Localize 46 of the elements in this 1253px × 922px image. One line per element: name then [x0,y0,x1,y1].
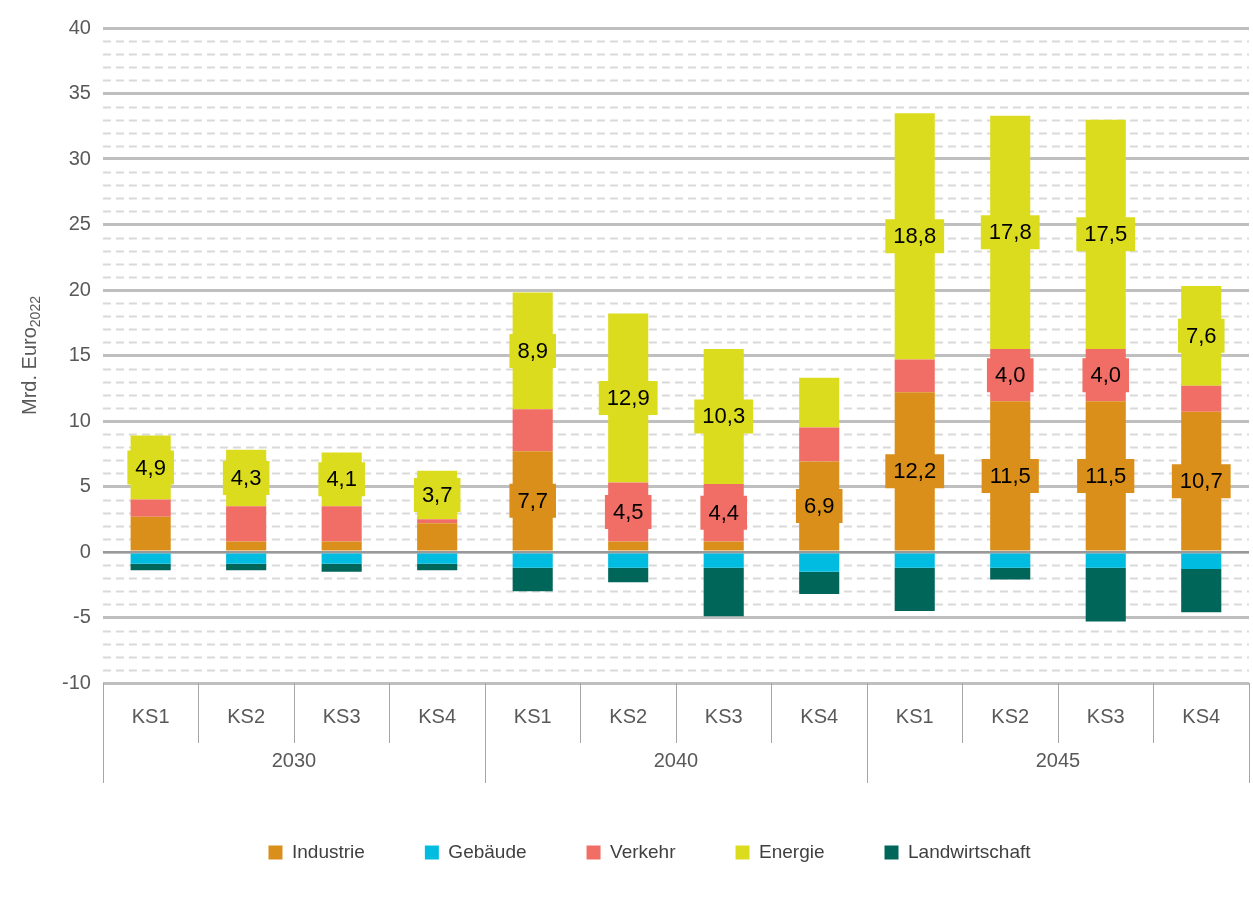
x-tick-label: KS4 [800,704,839,727]
x-tick-label: KS3 [704,704,743,727]
y-tick-label: 30 [68,146,91,169]
x-tick-label: KS4 [1182,704,1221,727]
y-tick-label: 20 [68,277,91,300]
data-label: 12,2 [893,458,937,484]
data-label: 10,3 [702,403,746,429]
x-tick-label: KS4 [418,704,457,727]
legend-label: Verkehr [610,840,677,862]
y-tick-label: 15 [68,343,91,366]
x-tick-label: KS2 [227,704,266,727]
x-tick-label: KS2 [609,704,648,727]
legend-label: Energie [759,840,825,862]
y-tick-label: 35 [68,81,91,104]
legend-label: Industrie [291,840,365,862]
x-tick-label: KS3 [322,704,361,727]
data-label: 11,5 [989,462,1031,488]
data-label: 8,9 [517,337,548,363]
x-tick-label: KS1 [131,704,170,727]
data-label: 10,7 [1179,468,1223,494]
data-label: 17,5 [1084,221,1128,247]
y-tick-label: -10 [62,670,91,693]
data-label: 7,6 [1185,322,1217,348]
data-label: 7,7 [517,487,548,513]
text: 2045 [1035,748,1081,771]
y-tick-label: -5 [73,605,91,628]
y-tick-label: 40 [68,15,91,38]
y-axis-title: Mrd. Euro2022 [17,295,43,415]
data-label: 17,8 [988,219,1032,245]
legend-label: Landwirtschaft [908,840,1032,862]
x-tick-label: KS1 [895,704,934,727]
data-label: 4,9 [135,454,166,480]
data-label: 12,9 [606,385,650,411]
y-tick-label: 10 [68,408,91,431]
data-label: 11,5 [1085,462,1127,488]
x-tick-label: KS1 [513,704,552,727]
x-tick-label: KS3 [1086,704,1125,727]
text: 2030 [271,748,317,771]
data-label: 18,8 [893,223,937,249]
text: 2040 [653,748,699,771]
legend-label: Gebäude [448,840,527,862]
data-label: 6,9 [803,493,835,519]
x-tick-label: KS2 [991,704,1030,727]
y-tick-label: 25 [68,212,91,235]
y-tick-label: 0 [79,539,91,562]
y-tick-label: 5 [79,474,91,497]
